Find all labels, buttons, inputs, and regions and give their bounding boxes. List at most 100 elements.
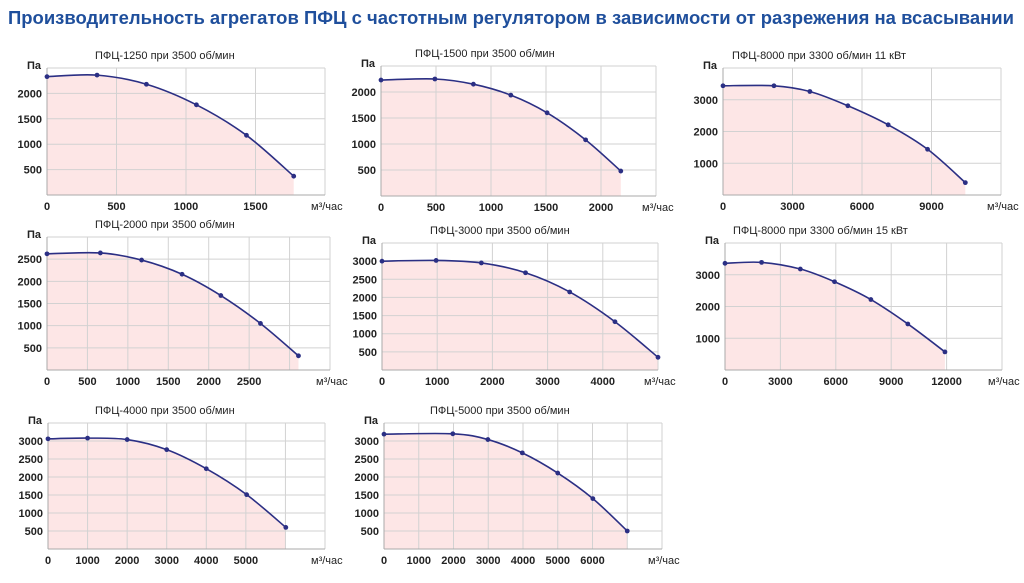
x-tick-label: 1000 [407, 555, 431, 567]
y-tick-label: 500 [361, 526, 379, 538]
x-tick-label: 5000 [546, 555, 570, 567]
data-point [624, 528, 630, 534]
chart-title: ПФЦ-3000 при 3500 об/мин [430, 225, 570, 237]
x-tick-label: 0 [722, 376, 728, 388]
x-tick-label: 4000 [511, 555, 535, 567]
x-tick-label: 1000 [116, 376, 140, 388]
main-title: Производительность агрегатов ПФЦ с часто… [8, 8, 1014, 28]
data-point [179, 271, 185, 277]
y-tick-label: 1000 [696, 333, 720, 345]
y-tick-label: 500 [25, 526, 43, 538]
data-point [85, 435, 90, 441]
y-tick-label: 1000 [18, 139, 42, 151]
data-point [845, 103, 851, 109]
x-tick-label: 0 [720, 201, 726, 213]
chart-8: ПФЦ-5000 при 3500 об/мин Па 0 1000 2000 3000 4… [355, 405, 681, 567]
data-point [485, 437, 491, 442]
data-point [218, 293, 224, 298]
data-point [612, 319, 618, 325]
data-point [164, 447, 170, 453]
x-axis-label: м³/час [316, 376, 348, 388]
data-point [962, 180, 968, 186]
x-axis-label: м³/час [648, 555, 680, 567]
x-tick-label: 2000 [441, 555, 465, 567]
data-point [508, 92, 514, 98]
x-tick-label: 0 [44, 201, 50, 213]
x-tick-label: 2000 [480, 376, 504, 388]
data-point [942, 349, 948, 355]
data-point [97, 250, 103, 256]
area-fill [384, 433, 628, 549]
chart-2: ПФЦ-1500 при 3500 об/мин Па 0 500 1000 1500 20… [352, 48, 675, 214]
data-point [379, 258, 385, 264]
chart-title: ПФЦ-2000 при 3500 об/мин [95, 219, 235, 231]
data-point [296, 353, 301, 359]
y-tick-label: 2500 [19, 454, 43, 466]
x-tick-label: 0 [381, 555, 387, 567]
data-point [555, 470, 561, 476]
x-tick-label: 12000 [931, 376, 962, 388]
y-tick-label: 3000 [355, 436, 379, 448]
y-tick-label: 1000 [18, 321, 42, 333]
chart-7: ПФЦ-4000 при 3500 об/мин Па 0 1000 2000 3000 4… [19, 405, 344, 567]
data-point [471, 81, 476, 87]
x-axis-label: м³/час [642, 202, 674, 214]
y-tick-label: 1500 [355, 490, 379, 502]
y-tick-label: 3000 [694, 95, 718, 107]
y-tick-label: 1500 [18, 299, 42, 311]
y-tick-label: 500 [359, 347, 377, 359]
x-tick-label: 2000 [589, 202, 613, 214]
y-axis-label: Па [705, 235, 720, 247]
series-curve [46, 73, 295, 177]
y-axis-label: Па [703, 60, 718, 72]
data-point [807, 89, 813, 94]
x-tick-label: 0 [45, 555, 51, 567]
y-tick-label: 1000 [352, 139, 376, 151]
data-point [832, 279, 837, 285]
chart-title: ПФЦ-8000 при 3300 об/мин 15 кВт [733, 225, 908, 237]
y-tick-label: 2000 [696, 302, 720, 314]
chart-title: ПФЦ-8000 при 3300 об/мин 11 кВт [732, 50, 906, 62]
chart-4: ПФЦ-2000 при 3500 об/мин Па 0 500 1000 1500 20… [18, 219, 349, 388]
y-tick-label: 1500 [18, 114, 42, 126]
chart-title: ПФЦ-4000 при 3500 об/мин [95, 405, 235, 417]
data-point [44, 74, 50, 80]
y-tick-label: 500 [24, 343, 42, 355]
data-point [44, 251, 50, 257]
y-tick-label: 500 [358, 165, 376, 177]
x-tick-label: 9000 [919, 201, 943, 213]
chart-title: ПФЦ-1500 при 3500 об/мин [415, 48, 555, 60]
x-tick-label: 2000 [115, 555, 139, 567]
data-point [905, 321, 911, 327]
y-tick-label: 2500 [18, 254, 42, 266]
data-point [478, 260, 484, 266]
y-tick-label: 2000 [694, 127, 718, 139]
data-point [203, 466, 209, 472]
x-tick-label: 500 [78, 376, 96, 388]
chart-title: ПФЦ-5000 при 3500 об/мин [430, 405, 570, 417]
y-tick-label: 3000 [19, 436, 43, 448]
x-tick-label: 0 [378, 202, 384, 214]
y-axis-label: Па [27, 60, 42, 72]
y-tick-label: 2000 [355, 472, 379, 484]
data-point [722, 260, 728, 266]
data-point [885, 122, 891, 128]
y-axis-label: Па [364, 415, 379, 427]
x-axis-label: м³/час [311, 555, 343, 567]
y-axis-label: Па [27, 229, 42, 241]
y-tick-label: 1500 [19, 490, 43, 502]
chart-6: ПФЦ-8000 при 3300 об/мин 15 кВт Па 0 3000 60… [696, 225, 1021, 388]
data-point [381, 431, 387, 437]
y-tick-label: 1500 [352, 113, 376, 125]
data-point [868, 297, 874, 302]
x-tick-label: 6000 [580, 555, 604, 567]
x-tick-label: 3000 [476, 555, 500, 567]
x-tick-label: 1500 [156, 376, 180, 388]
x-tick-label: 9000 [879, 376, 903, 388]
data-point [450, 431, 456, 437]
y-tick-label: 2500 [355, 454, 379, 466]
x-axis-label: м³/час [644, 376, 676, 388]
data-point [797, 266, 803, 272]
y-tick-label: 2500 [353, 274, 377, 286]
